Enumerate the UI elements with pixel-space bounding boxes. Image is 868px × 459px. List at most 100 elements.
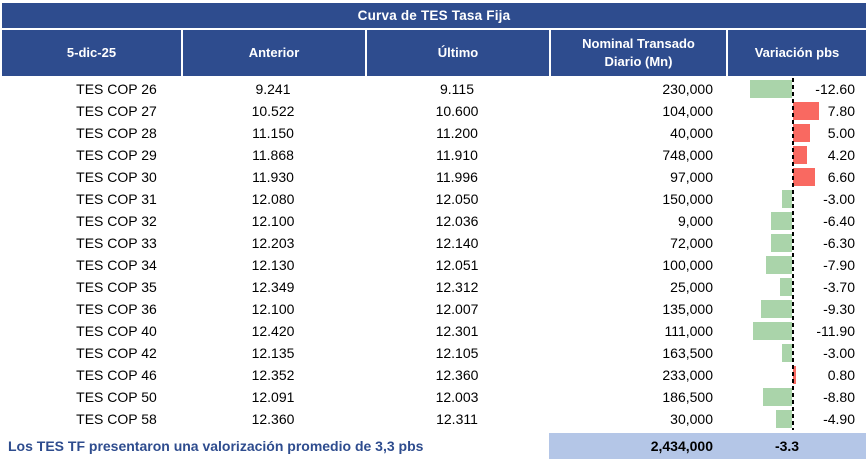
bond-label-cell: TES COP 33: [76, 235, 157, 251]
variation-bar: [793, 168, 815, 186]
bond-label-cell: TES COP 36: [76, 301, 157, 317]
variation-cell: -11.90: [726, 320, 866, 342]
header-nominal: Nominal Transado Diario (Mn): [549, 30, 726, 76]
bond-label-cell: TES COP 28: [76, 125, 157, 141]
anterior-cell: 11.930: [252, 169, 294, 185]
ultimo-cell: 12.360: [435, 367, 479, 383]
variation-value: -8.80: [823, 389, 855, 405]
variation-bar: [775, 410, 792, 428]
ultimo-cell: 10.600: [435, 103, 479, 119]
anterior-cell: 9.241: [255, 81, 291, 97]
bond-label-cell: TES COP 31: [76, 191, 157, 207]
header-date: 5-dic-25: [2, 30, 181, 76]
bond-label-cell: TES COP 27: [76, 103, 157, 119]
nominal-cell: 97,000: [670, 169, 713, 185]
ultimo-cell: 12.105: [435, 345, 479, 361]
variation-value: -12.60: [815, 81, 855, 97]
nominal-cell: 104,000: [662, 103, 713, 119]
zero-axis-line: [792, 78, 794, 430]
variation-bar: [770, 212, 792, 230]
variation-cell: -7.90: [726, 254, 866, 276]
bond-label-cell: TES COP 30: [76, 169, 157, 185]
variation-value: -3.00: [823, 345, 855, 361]
variation-value: -3.00: [823, 191, 855, 207]
variation-value: -7.90: [823, 257, 855, 273]
table-row: TES COP 30 11.930 11.996 97,000 6.60: [2, 166, 866, 188]
nominal-cell: 186,500: [662, 389, 713, 405]
ultimo-cell: 11.200: [436, 125, 478, 141]
bond-label-cell: TES COP 26: [76, 81, 157, 97]
table-row: TES COP 42 12.135 12.105 163,500 -3.00: [2, 342, 866, 364]
variation-cell: -3.00: [726, 188, 866, 210]
table-row: TES COP 32 12.100 12.036 9,000 -6.40: [2, 210, 866, 232]
variation-bar: [793, 102, 819, 120]
ultimo-cell: 12.050: [435, 191, 479, 207]
bond-label-cell: TES COP 50: [76, 389, 157, 405]
table-footer-row: Los TES TF presentaron una valorización …: [2, 433, 866, 459]
anterior-cell: 12.130: [251, 257, 295, 273]
bond-label-cell: TES COP 32: [76, 213, 157, 229]
bond-label-cell: TES COP 29: [76, 147, 157, 163]
bond-label-cell: TES COP 35: [76, 279, 157, 295]
variation-value: -6.30: [823, 235, 855, 251]
bond-label-cell: TES COP 46: [76, 367, 157, 383]
header-variacion: Variación pbs: [726, 30, 866, 76]
ultimo-cell: 12.007: [435, 301, 479, 317]
table-row: TES COP 46 12.352 12.360 233,000 0.80: [2, 364, 866, 386]
nominal-cell: 150,000: [662, 191, 713, 207]
total-nominal-cell: 2,434,000: [549, 433, 726, 459]
variation-cell: 0.80: [726, 364, 866, 386]
table-body: TES COP 26 9.241 9.115 230,000 -12.60 TE…: [2, 78, 866, 430]
variation-bar: [771, 234, 792, 252]
variation-cell: -6.30: [726, 232, 866, 254]
variation-cell: 4.20: [726, 144, 866, 166]
anterior-cell: 12.203: [251, 235, 295, 251]
variation-bar: [779, 278, 792, 296]
header-date-label: 5-dic-25: [66, 44, 117, 60]
ultimo-cell: 12.003: [435, 389, 479, 405]
anterior-cell: 12.360: [251, 411, 295, 427]
table-row: TES COP 26 9.241 9.115 230,000 -12.60: [2, 78, 866, 100]
footer-note: Los TES TF presentaron una valorización …: [8, 438, 424, 454]
bond-label-cell: TES COP 58: [76, 411, 157, 427]
table-row: TES COP 36 12.100 12.007 135,000 -9.30: [2, 298, 866, 320]
header-ultimo: Último: [365, 30, 549, 76]
variation-bar: [793, 124, 810, 142]
header-anterior: Anterior: [181, 30, 365, 76]
variation-value: -6.40: [823, 213, 855, 229]
nominal-cell: 230,000: [662, 81, 713, 97]
variation-cell: -6.40: [726, 210, 866, 232]
anterior-cell: 11.150: [252, 125, 294, 141]
variation-cell: -8.80: [726, 386, 866, 408]
header-nominal-line1: Nominal Transado: [582, 35, 695, 51]
variation-cell: -9.30: [726, 298, 866, 320]
variation-bar: [793, 366, 796, 384]
variation-bar: [782, 190, 792, 208]
anterior-cell: 12.100: [251, 213, 295, 229]
variation-value: 7.80: [827, 103, 855, 119]
ultimo-cell: 9.115: [440, 81, 474, 97]
table-row: TES COP 31 12.080 12.050 150,000 -3.00: [2, 188, 866, 210]
variation-cell: -3.70: [726, 276, 866, 298]
variation-bar: [752, 322, 792, 340]
table-row: TES COP 40 12.420 12.301 111,000 -11.90: [2, 320, 866, 342]
table-row: TES COP 58 12.360 12.311 30,000 -4.90: [2, 408, 866, 430]
anterior-cell: 12.352: [251, 367, 295, 383]
ultimo-cell: 12.312: [435, 279, 479, 295]
variation-value: -3.70: [823, 279, 855, 295]
table-header-row: 5-dic-25 Anterior Último Nominal Transad…: [2, 30, 866, 76]
variation-bar: [782, 344, 792, 362]
nominal-cell: 9,000: [677, 213, 713, 229]
table-row: TES COP 35 12.349 12.312 25,000 -3.70: [2, 276, 866, 298]
anterior-cell: 12.135: [251, 345, 295, 361]
ultimo-cell: 11.910: [436, 147, 478, 163]
nominal-cell: 748,000: [662, 147, 713, 163]
ultimo-cell: 12.051: [435, 257, 479, 273]
nominal-cell: 40,000: [670, 125, 713, 141]
header-nominal-line2: Diario (Mn): [604, 54, 673, 69]
anterior-cell: 12.100: [251, 301, 295, 317]
anterior-cell: 11.868: [252, 147, 294, 163]
nominal-cell: 163,500: [662, 345, 713, 361]
table-row: TES COP 29 11.868 11.910 748,000 4.20: [2, 144, 866, 166]
